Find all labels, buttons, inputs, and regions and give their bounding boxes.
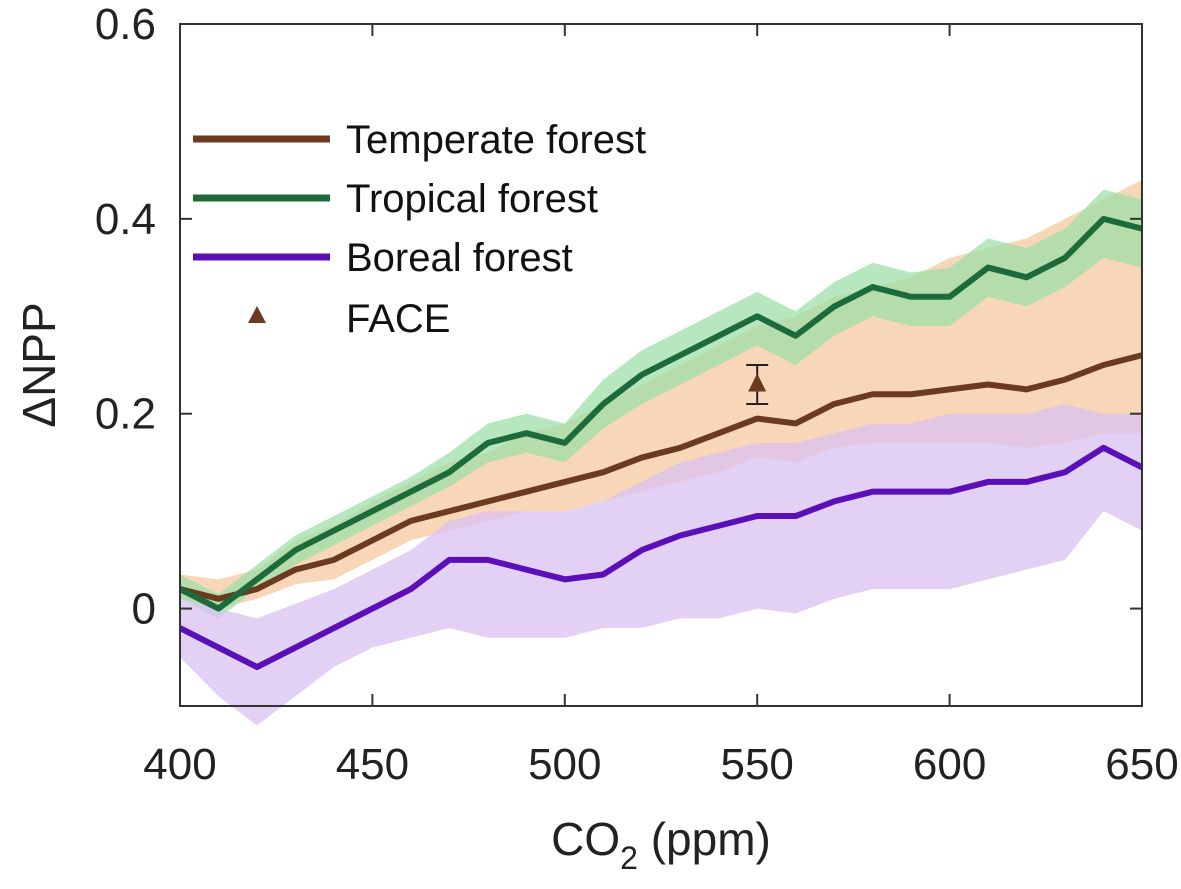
x-axis-label-unit: (ppm)	[638, 813, 771, 865]
legend-marker-face	[248, 306, 266, 323]
face-markers	[746, 364, 769, 405]
series-line-0	[179, 352, 1143, 602]
face-marker	[748, 373, 767, 392]
x-tick-label: 650	[1105, 740, 1178, 789]
series-line-2	[178, 444, 1144, 671]
x-axis-label: CO2 (ppm)	[551, 813, 771, 876]
x-tick-label: 550	[720, 740, 793, 789]
x-tick-label: 400	[143, 740, 216, 789]
series-lines	[178, 215, 1144, 671]
legend-label-0: Temperate forest	[346, 118, 646, 162]
legend: Temperate forest Tropical forest Boreal fo…	[193, 118, 646, 341]
y-tick-label: 0.4	[95, 195, 156, 244]
band-2	[180, 403, 1142, 726]
series-line-1	[178, 215, 1143, 612]
y-tick-label: 0	[132, 585, 156, 634]
legend-label-2: Boreal forest	[346, 236, 573, 280]
legend-label-1: Tropical forest	[346, 177, 598, 221]
legend-label-face: FACE	[346, 297, 450, 341]
x-tick-label: 450	[336, 740, 409, 789]
x-tick-label: 600	[913, 740, 986, 789]
y-axis-label: ΔNPP	[13, 302, 65, 427]
plot-frame	[179, 23, 1143, 707]
y-tick-label: 0.6	[95, 0, 156, 49]
x-axis-label-main: CO	[551, 813, 620, 865]
x-tick-label: 500	[528, 740, 601, 789]
axis-ticks: 400 450 500 550 600 650 0 0.2 0.4 0.6	[95, 0, 1179, 789]
y-tick-label: 0.2	[95, 390, 156, 439]
x-axis-label-subscript: 2	[620, 840, 638, 876]
